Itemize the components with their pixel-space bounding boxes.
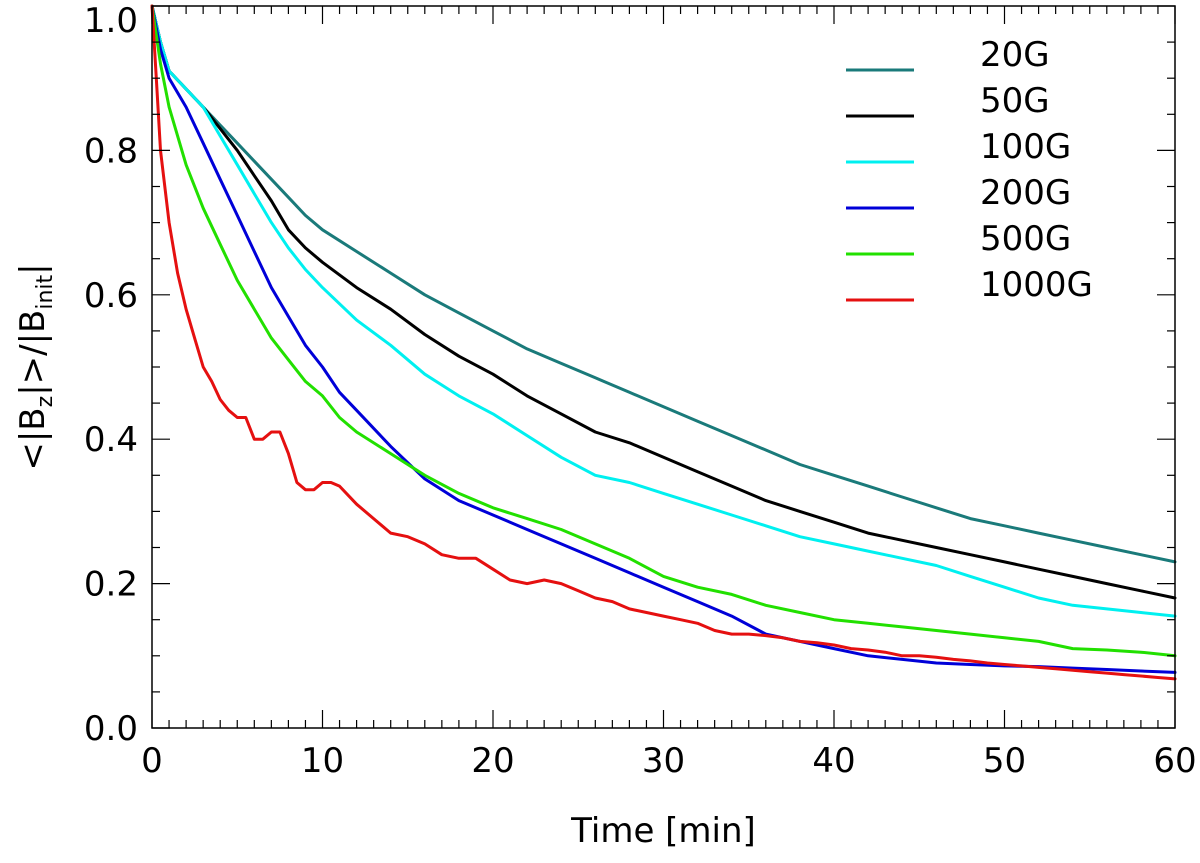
x-tick-label: 40	[812, 741, 855, 781]
y-axis-title-mid: |>/|B	[13, 310, 53, 396]
x-tick-label: 30	[642, 741, 685, 781]
legend: 20G 50G 100G 200G 500G 1000G	[846, 35, 1093, 305]
series-layer	[150, 4, 1177, 681]
ticks-layer	[151, 5, 1176, 729]
series-line-200G	[150, 4, 1177, 674]
y-tick-label: 0.4	[84, 420, 138, 460]
series-line-1000G	[150, 4, 1177, 681]
legend-label-100G: 100G	[980, 127, 1071, 167]
tick-labels: 0 10 20 30 40 50 60 0.0 0.2 0.4 0.6 0.8 1.0	[84, 1, 1197, 781]
y-tick-label: 0.0	[84, 709, 138, 749]
x-tick-label: 20	[471, 741, 514, 781]
y-tick-label: 1.0	[84, 1, 138, 41]
legend-label-50G: 50G	[980, 81, 1050, 121]
series-line-100G	[150, 4, 1177, 618]
y-axis-title: <|Bz|>/|Binit|	[13, 263, 58, 470]
x-tick-label: 10	[301, 741, 344, 781]
y-axis-title-prefix: <|B	[13, 407, 53, 470]
y-axis-title-suffix: |	[13, 263, 53, 274]
x-axis-title: Time [min]	[570, 811, 756, 851]
series-line-20G	[150, 4, 1177, 564]
legend-label-20G: 20G	[980, 35, 1050, 75]
x-tick-label: 0	[141, 741, 163, 781]
y-axis-title-sub-z: z	[33, 396, 58, 408]
x-tick-label: 60	[1153, 741, 1196, 781]
legend-label-1000G: 1000G	[980, 265, 1093, 305]
legend-label-500G: 500G	[980, 219, 1071, 259]
series-line-500G	[150, 4, 1177, 658]
y-tick-label: 0.6	[84, 276, 138, 316]
x-tick-label: 50	[983, 741, 1026, 781]
legend-label-200G: 200G	[980, 173, 1071, 213]
y-tick-label: 0.8	[84, 131, 138, 171]
y-axis-title-sub-init: init	[33, 274, 58, 309]
series-line-50G	[150, 4, 1177, 600]
y-tick-label: 0.2	[84, 565, 138, 605]
